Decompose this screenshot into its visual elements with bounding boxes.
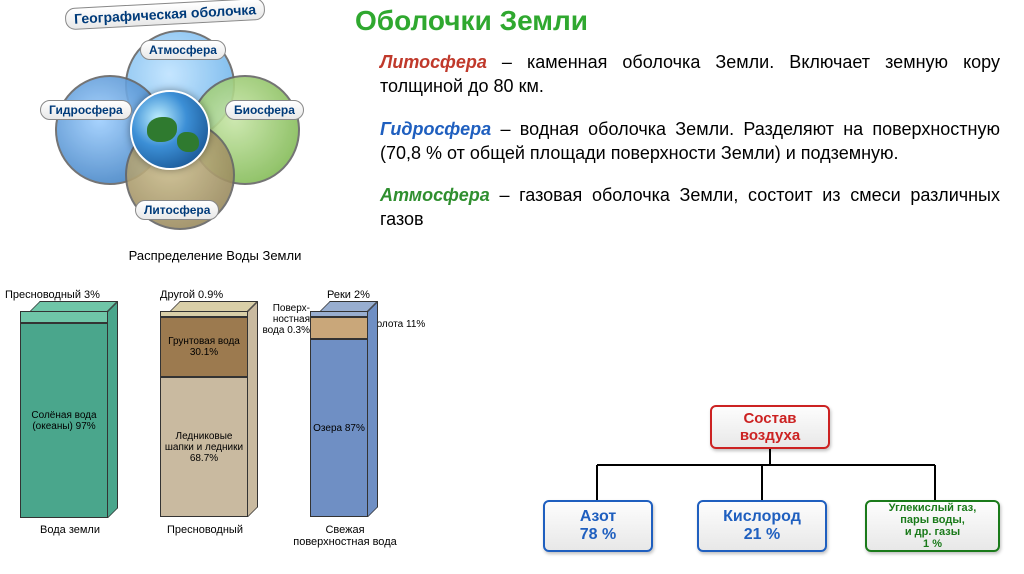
venn-banner-main: Географическая оболочка [65, 0, 266, 30]
air-co2-pct: 1 % [871, 538, 994, 550]
bar1-top-face [30, 301, 118, 311]
air-node-co2: Углекислый газ, пары воды, и др. газы 1 … [865, 500, 1000, 552]
page-title: Оболочки Земли [355, 5, 588, 37]
bar3-rivers-label: Реки 2% [327, 289, 370, 301]
bar3: Озера 87% [310, 301, 368, 517]
air-co2-line2: пары воды, [871, 514, 994, 526]
bar3-bottom-label: Свежая поверхностная вода [290, 524, 400, 548]
water-chart-title: Распределение Воды Земли [5, 248, 425, 263]
air-node-kislorod: Кислород 21 % [697, 500, 827, 552]
air-co2-line1: Углекислый газ, [871, 502, 994, 514]
water-distribution-chart: Распределение Воды Земли Пресноводный 3%… [5, 248, 425, 549]
venn-diagram: Географическая оболочка Атмосфера Гидрос… [10, 5, 340, 235]
air-root-node: Состав воздуха [710, 405, 830, 449]
def-lithosphere: Литосфера – каменная оболочка Земли. Вкл… [380, 50, 1000, 99]
bar2-top-label: Другой 0.9% [160, 289, 223, 301]
air-kis-pct: 21 % [703, 526, 821, 544]
bar3-seg-lakes: Озера 87% [310, 339, 368, 517]
air-azot-label: Азот [549, 508, 647, 526]
venn-label-hyd: Гидросфера [40, 100, 132, 120]
air-azot-pct: 78 % [549, 526, 647, 544]
bar1-seg-fresh [20, 311, 108, 323]
globe-icon [130, 90, 210, 170]
term-hydrosphere: Гидросфера [380, 119, 491, 139]
venn-label-atm: Атмосфера [140, 40, 226, 60]
bar3-seg-bog [310, 317, 368, 339]
bar3-surf-label: Поверх- ностная вода 0.3% [255, 303, 310, 336]
bar2-bottom-label: Пресноводный [150, 524, 260, 536]
term-lithosphere: Литосфера [380, 52, 487, 72]
air-kis-label: Кислород [703, 508, 821, 526]
bar3-side-face [368, 301, 378, 517]
air-node-azot: Азот 78 % [543, 500, 653, 552]
bar1-top-label: Пресноводный 3% [5, 289, 100, 301]
bar1-side-face [108, 301, 118, 518]
bar2-top-face [170, 301, 258, 311]
term-atmosphere: Атмосфера [380, 185, 490, 205]
venn-label-bio: Биосфера [225, 100, 304, 120]
bar3-bog-label: Болота 11% [370, 319, 425, 330]
def-hydrosphere: Гидросфера – водная оболочка Земли. Разд… [380, 117, 1000, 166]
bar1: Солёная вода (океаны) 97% [20, 301, 108, 518]
def-atmosphere: Атмосфера – газовая оболочка Земли, сост… [380, 183, 1000, 232]
air-composition-diagram: Состав воздуха Азот 78 % Кислород 21 % У… [515, 405, 1005, 560]
bar2: Грунтовая вода 30.1% Ледниковые шапки и … [160, 301, 248, 517]
bar1-seg-salt: Солёная вода (океаны) 97% [20, 323, 108, 518]
bar1-bottom-label: Вода земли [20, 524, 120, 536]
bar2-seg-ground: Грунтовая вода 30.1% [160, 317, 248, 377]
definitions-block: Литосфера – каменная оболочка Земли. Вкл… [380, 50, 1000, 250]
bar2-seg-ice: Ледниковые шапки и ледники 68.7% [160, 377, 248, 517]
air-co2-line3: и др. газы [871, 526, 994, 538]
venn-label-lit: Литосфера [135, 200, 219, 220]
